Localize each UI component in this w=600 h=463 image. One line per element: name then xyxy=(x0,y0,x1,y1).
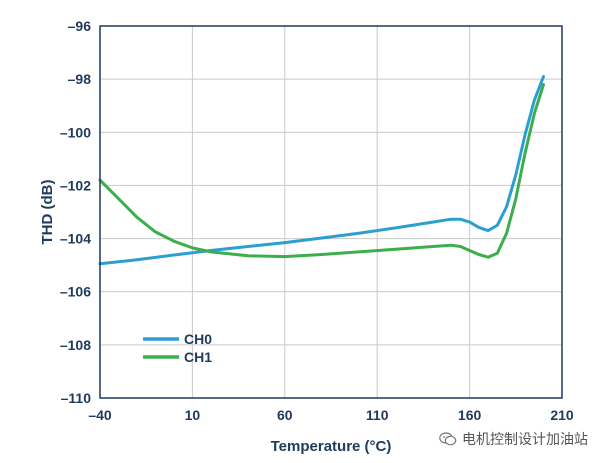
legend-label-ch1: CH1 xyxy=(184,349,212,365)
series-line-ch1 xyxy=(98,83,545,259)
plot-frame xyxy=(99,25,563,399)
watermark-text: 电机控制设计加油站 xyxy=(462,432,588,448)
grid xyxy=(99,25,563,399)
watermark: 电机控制设计加油站 xyxy=(439,429,588,449)
x-tick-label: 110 xyxy=(366,407,389,423)
x-ticks: –40 10 60 110 160 210 xyxy=(88,407,574,423)
x-tick-label: 210 xyxy=(550,407,574,423)
y-axis-title: THD (dB) xyxy=(39,180,56,245)
y-tick-label: –100 xyxy=(60,124,91,140)
series-line-ch0 xyxy=(98,75,545,266)
y-tick-label: –106 xyxy=(60,284,91,300)
x-tick-label: –40 xyxy=(88,407,112,423)
y-tick-label: –102 xyxy=(60,177,91,193)
legend-label-ch0: CH0 xyxy=(184,331,212,347)
x-tick-label: 60 xyxy=(277,407,293,423)
y-tick-label: –98 xyxy=(68,71,92,87)
y-ticks: –96 –98 –100 –102 –104 –106 –108 –110 xyxy=(60,18,91,406)
x-axis-title: Temperature (°C) xyxy=(271,438,392,455)
x-tick-label: 160 xyxy=(458,407,482,423)
y-tick-label: –104 xyxy=(60,231,91,247)
wechat-icon xyxy=(439,432,457,446)
x-tick-label: 10 xyxy=(185,407,201,423)
y-tick-label: –96 xyxy=(68,18,92,34)
y-tick-label: –110 xyxy=(61,390,92,406)
series-layer xyxy=(98,75,545,266)
y-tick-label: –108 xyxy=(60,337,91,353)
